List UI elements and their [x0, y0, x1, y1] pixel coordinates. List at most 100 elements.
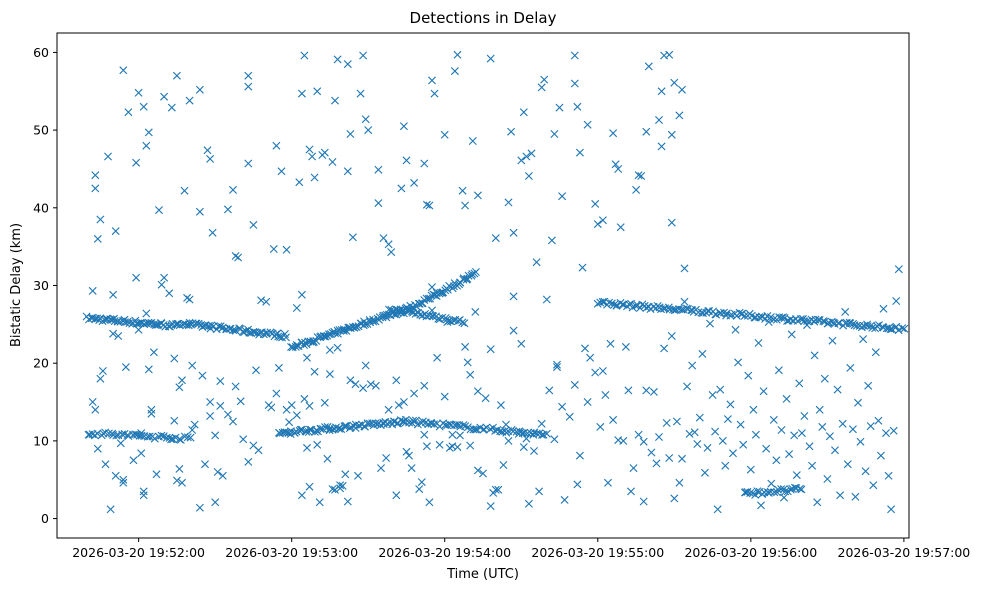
x-axis-label: Time (UTC) [446, 567, 519, 582]
point-marker [799, 314, 807, 323]
point-marker [596, 422, 605, 431]
point-marker [479, 469, 487, 478]
point-marker [139, 102, 148, 111]
point-marker [134, 325, 143, 334]
point-marker [401, 418, 410, 427]
point-marker [405, 306, 414, 315]
point-marker [749, 405, 758, 414]
point-marker [417, 478, 426, 487]
point-marker [481, 394, 490, 403]
point-marker [670, 494, 679, 503]
point-marker [325, 346, 334, 354]
point-marker [762, 444, 771, 453]
point-marker [385, 305, 393, 314]
point-marker [172, 71, 181, 80]
point-marker [405, 418, 414, 427]
point-marker [519, 108, 528, 117]
point-marker [770, 488, 779, 497]
point-marker [374, 199, 383, 208]
point-marker [137, 431, 146, 440]
point-marker [119, 475, 128, 484]
point-marker [206, 412, 215, 420]
point-marker [468, 270, 477, 279]
point-marker [379, 234, 388, 243]
point-marker [524, 172, 533, 180]
point-marker [407, 464, 416, 473]
point-marker [499, 461, 508, 469]
point-marker [420, 430, 429, 439]
point-marker [833, 385, 842, 394]
point-marker [195, 207, 204, 216]
point-marker [519, 443, 528, 452]
point-marker [861, 467, 870, 476]
point-marker [369, 315, 378, 324]
point-marker [364, 126, 373, 135]
point-marker [496, 401, 505, 410]
point-marker [325, 426, 334, 435]
point-marker [540, 75, 549, 84]
y-tick-label: 20 [33, 356, 49, 371]
point-marker [257, 296, 266, 305]
point-marker [422, 442, 431, 451]
point-marker [420, 296, 429, 305]
point-marker [698, 349, 707, 358]
point-marker [509, 427, 518, 436]
point-marker [111, 227, 120, 236]
x-axis: 2026-03-20 19:52:00 2026-03-20 19:53:00 20… [72, 538, 970, 560]
y-tick-label: 60 [33, 45, 49, 60]
point-marker [134, 88, 143, 97]
point-marker [420, 159, 429, 168]
point-marker [442, 315, 451, 324]
point-marker [808, 461, 817, 470]
point-marker [655, 433, 663, 441]
point-marker [178, 376, 186, 385]
point-marker [277, 167, 286, 176]
point-marker [223, 205, 232, 214]
chart-title: Detections in Delay [410, 9, 557, 27]
point-marker [841, 307, 850, 316]
point-marker [814, 315, 823, 324]
point-marker [331, 96, 339, 105]
point-marker [410, 178, 419, 187]
point-marker [886, 325, 895, 334]
point-marker [91, 184, 100, 193]
point-marker [854, 398, 862, 407]
point-marker [147, 405, 156, 414]
x-tick-label: 2026-03-20 19:55:00 [531, 545, 664, 560]
point-marker [387, 248, 396, 257]
y-tick-label: 0 [41, 511, 49, 526]
point-marker [244, 159, 253, 168]
point-marker [868, 323, 877, 332]
point-marker [522, 434, 531, 443]
point-marker [678, 85, 686, 94]
point-marker [573, 480, 582, 489]
point-marker [110, 314, 118, 323]
point-marker [486, 425, 495, 434]
point-marker [310, 173, 319, 182]
point-marker [170, 354, 179, 363]
point-marker [167, 103, 176, 112]
point-marker [486, 345, 495, 354]
point-marker [558, 402, 567, 411]
point-marker [537, 83, 546, 92]
point-marker [325, 370, 334, 379]
x-tick-label: 2026-03-20 19:54:00 [378, 545, 511, 560]
point-marker [460, 319, 469, 328]
point-marker [231, 252, 240, 260]
point-marker [769, 315, 778, 324]
point-marker [734, 358, 743, 367]
point-marker [777, 485, 786, 494]
y-tick-label: 40 [33, 200, 49, 215]
point-marker [553, 360, 561, 369]
point-marker [425, 201, 434, 210]
point-marker [573, 102, 582, 111]
point-marker [560, 495, 569, 504]
point-marker [374, 165, 383, 174]
point-marker [605, 298, 614, 307]
point-marker [292, 304, 301, 312]
point-marker [297, 89, 306, 98]
point-marker [422, 294, 431, 303]
point-marker [642, 127, 651, 136]
point-marker [433, 353, 442, 362]
point-marker [535, 487, 544, 496]
